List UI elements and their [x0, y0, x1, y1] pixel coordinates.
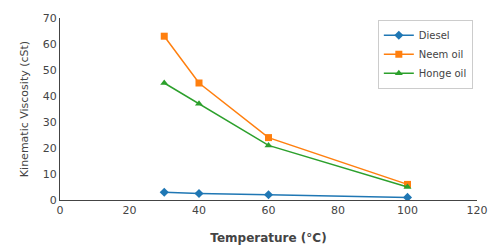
- svg-text:30: 30: [43, 116, 57, 129]
- svg-text:Kinematic Viscosity (cSt): Kinematic Viscosity (cSt): [18, 41, 31, 177]
- svg-text:Neem oil: Neem oil: [419, 49, 463, 60]
- svg-text:20: 20: [123, 204, 137, 217]
- svg-text:10: 10: [43, 168, 57, 181]
- svg-text:40: 40: [43, 90, 57, 103]
- svg-text:60: 60: [43, 38, 57, 51]
- svg-text:Temperature (°C): Temperature (°C): [210, 231, 326, 245]
- svg-text:Honge oil: Honge oil: [419, 68, 466, 79]
- svg-text:40: 40: [192, 204, 206, 217]
- svg-text:80: 80: [331, 204, 345, 217]
- svg-text:20: 20: [43, 142, 57, 155]
- svg-text:120: 120: [467, 204, 488, 217]
- svg-text:Diesel: Diesel: [419, 30, 450, 41]
- svg-text:0: 0: [50, 194, 57, 207]
- svg-text:60: 60: [262, 204, 276, 217]
- svg-text:100: 100: [397, 204, 418, 217]
- svg-text:0: 0: [57, 204, 64, 217]
- svg-text:70: 70: [43, 12, 57, 25]
- svg-text:50: 50: [43, 64, 57, 77]
